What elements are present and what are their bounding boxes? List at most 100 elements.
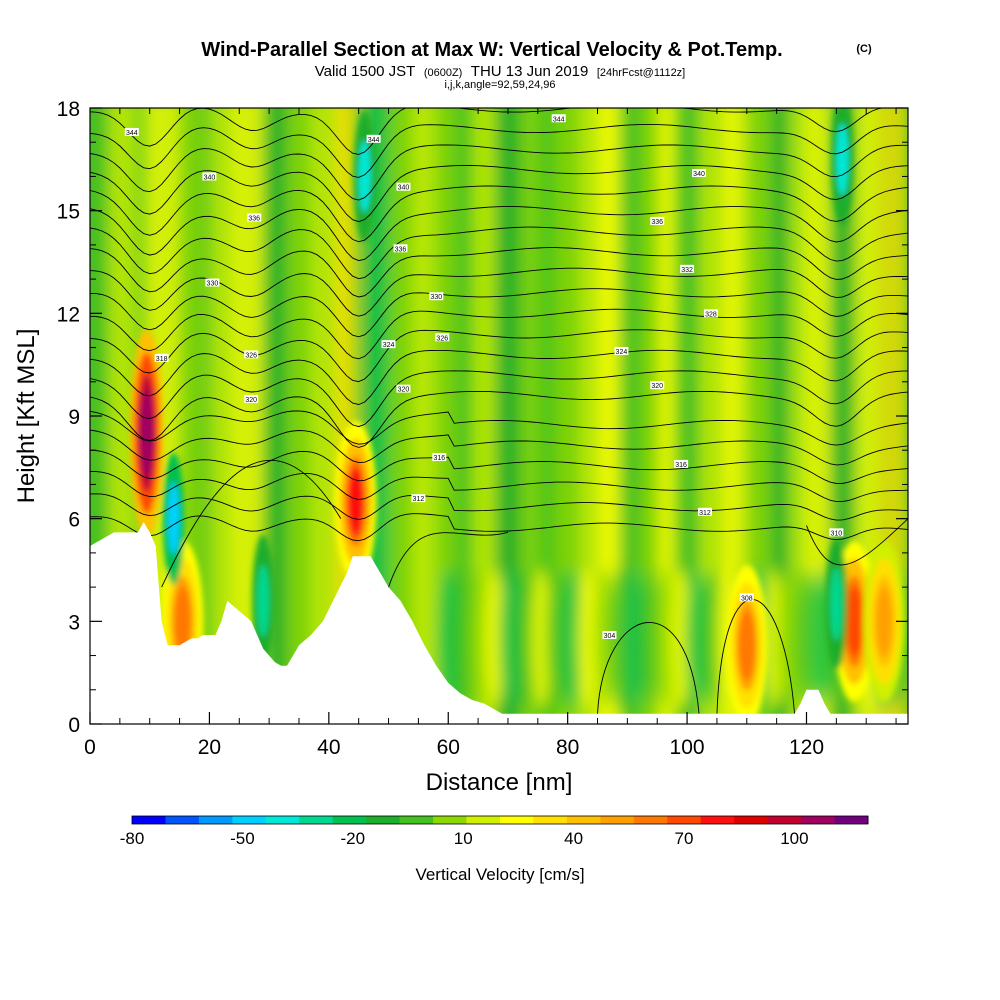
contour-label-box xyxy=(829,528,844,537)
x-tick-label: 120 xyxy=(789,736,824,759)
plot-area: 344 340 336 330 326 320 318 344 340 336 330 326 324 3… xyxy=(90,108,908,724)
colorbar-swatch xyxy=(332,816,367,824)
colorbar-swatch xyxy=(633,816,668,824)
colorbar-title: Vertical Velocity [cm/s] xyxy=(415,865,584,884)
contour-label: 310 xyxy=(831,530,843,537)
colorbar-swatch xyxy=(265,816,300,824)
velocity-band xyxy=(795,568,816,709)
theta-contour-labels: 344 340 336 330 326 320 318 344 340 336 330 326 324 3… xyxy=(124,114,844,640)
theta-contour xyxy=(90,493,908,521)
theta-contour xyxy=(90,329,908,383)
colorbar-tick-label: -20 xyxy=(341,829,366,848)
theta-contour xyxy=(90,390,908,448)
x-tick-label: 100 xyxy=(670,736,705,759)
colorbar-swatch xyxy=(366,816,401,824)
contour-label: 344 xyxy=(368,137,380,144)
contour-label: 320 xyxy=(398,387,410,394)
contour-label: 324 xyxy=(383,342,395,349)
colorbar-tick-label: 40 xyxy=(564,829,583,848)
colorbar-swatch xyxy=(232,816,267,824)
theta-contour xyxy=(90,410,908,446)
copyright-mark: (C) xyxy=(856,43,872,55)
updraft-core xyxy=(140,388,154,479)
contour-label: 312 xyxy=(699,510,711,517)
contour-label: 320 xyxy=(245,397,257,404)
velocity-band xyxy=(562,568,583,709)
updraft-core xyxy=(174,586,191,657)
contour-label-box xyxy=(244,394,259,403)
theta-contour xyxy=(90,267,908,317)
colorbar-swatch xyxy=(600,816,635,824)
contour-label: 340 xyxy=(204,174,216,181)
contour-label: 332 xyxy=(681,267,693,274)
theta-contour xyxy=(90,370,908,428)
colorbar-swatch xyxy=(500,816,534,824)
x-tick-label: 40 xyxy=(317,736,340,759)
contour-label: 328 xyxy=(705,311,717,318)
velocity-band xyxy=(686,568,707,709)
contour-label-box xyxy=(614,346,629,355)
contour-label-box xyxy=(429,292,444,301)
updraft-core xyxy=(876,586,893,657)
colorbar-swatch xyxy=(834,816,869,824)
theta-contour xyxy=(90,108,908,155)
theta-contour xyxy=(90,449,908,484)
x-tick-label: 60 xyxy=(437,736,460,759)
contour-label: 336 xyxy=(395,246,407,253)
velocity-band xyxy=(484,568,505,709)
contour-label: 336 xyxy=(651,219,663,226)
contour-label-box xyxy=(205,278,220,287)
velocity-band xyxy=(655,568,676,709)
y-tick-label: 12 xyxy=(57,303,80,326)
velocity-band xyxy=(609,568,630,709)
downdraft-core xyxy=(167,482,180,555)
theta-contour xyxy=(90,429,908,466)
velocity-band xyxy=(438,568,459,709)
contour-label-box xyxy=(432,453,447,462)
contour-label: 318 xyxy=(156,356,168,363)
contour-label: 304 xyxy=(604,633,616,640)
updraft-core xyxy=(738,610,755,681)
theta-contour xyxy=(90,185,908,243)
y-tick-label: 9 xyxy=(68,406,80,429)
y-tick-label: 18 xyxy=(57,98,80,121)
velocity-band xyxy=(577,568,598,709)
theta-contour xyxy=(90,226,908,280)
terrain-mask xyxy=(90,522,908,724)
theta-contour xyxy=(90,123,908,178)
updraft-core xyxy=(846,586,863,657)
theta-contour xyxy=(806,518,908,566)
contour-label: 344 xyxy=(553,116,565,123)
contour-label-box xyxy=(435,333,450,342)
contour-label: 326 xyxy=(245,352,257,359)
contour-label-box xyxy=(366,134,381,143)
velocity-band xyxy=(515,568,536,709)
contour-label: 340 xyxy=(693,171,705,178)
colorbar-swatch xyxy=(801,816,836,824)
contour-label: 340 xyxy=(398,185,410,192)
chart-title: Wind-Parallel Section at Max W: Vertical… xyxy=(201,39,782,61)
theta-contour xyxy=(90,513,908,542)
contour-label-box xyxy=(396,384,411,393)
velocity-band xyxy=(671,568,692,709)
colorbar-swatch xyxy=(566,816,601,824)
theta-contours xyxy=(90,108,908,714)
colorbar-swatch xyxy=(533,816,568,824)
velocity-band xyxy=(453,568,474,709)
x-tick-label: 20 xyxy=(198,736,221,759)
theta-contour xyxy=(90,308,908,360)
theta-contour xyxy=(90,165,908,223)
theta-contour xyxy=(90,288,908,338)
colorbar-tick-label: 70 xyxy=(675,829,694,848)
colorbar-swatch xyxy=(198,816,233,824)
contour-label-box xyxy=(692,169,707,178)
contour-label-box xyxy=(154,353,169,362)
theta-contour xyxy=(161,460,342,588)
theta-contour xyxy=(90,206,908,262)
velocity-band xyxy=(624,568,645,709)
velocity-cores xyxy=(129,108,906,724)
theta-contour xyxy=(388,531,509,588)
contour-label-box xyxy=(381,340,396,349)
y-tick-label: 0 xyxy=(68,714,80,737)
